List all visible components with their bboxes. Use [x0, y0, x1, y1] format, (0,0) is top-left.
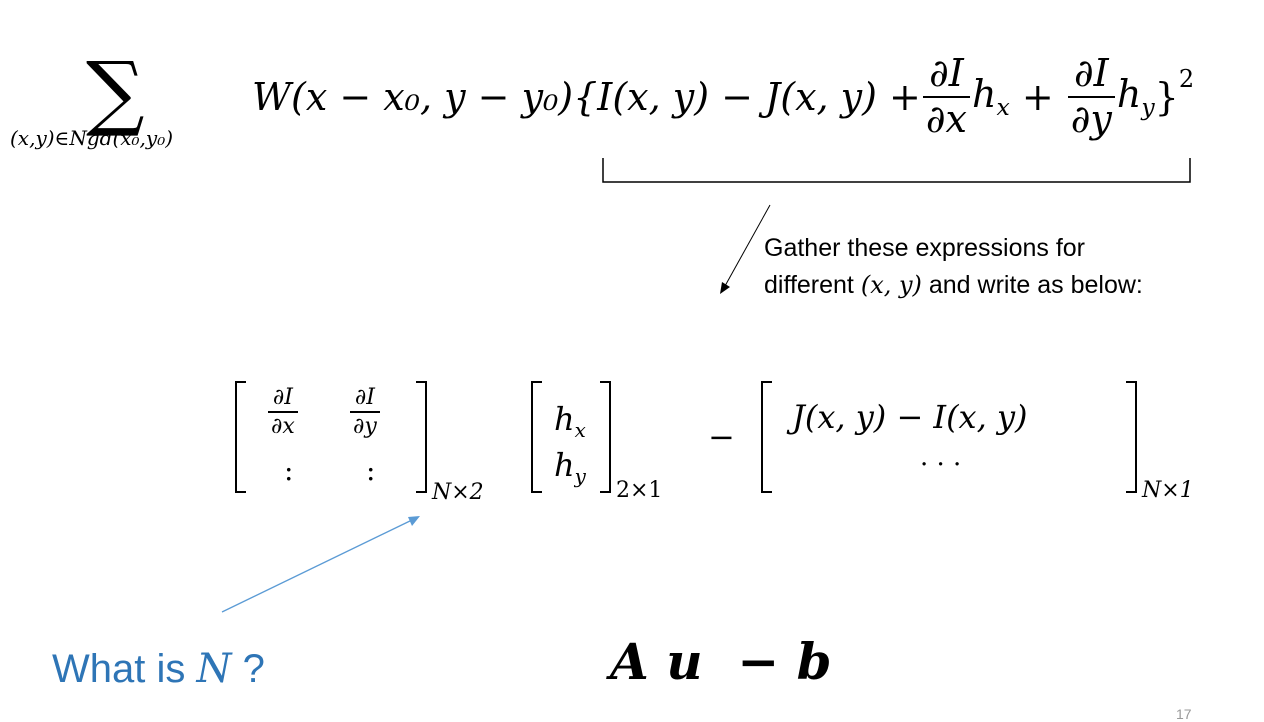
frac-bar: [922, 96, 970, 98]
matrix1-r2c1: :: [284, 454, 294, 487]
hy-term: hy: [1116, 72, 1155, 122]
blue-arrow-head: [408, 516, 420, 526]
closing-brace: }: [1154, 75, 1179, 119]
sum-symbol: ∑: [86, 45, 145, 140]
question-variable: N: [196, 646, 232, 692]
matrix1-r1c1: ∂I ∂x: [268, 386, 298, 438]
question-text: What is N ?: [52, 646, 265, 692]
hx-term: hx: [971, 72, 1010, 122]
matrix3-dimension: N×1: [1142, 478, 1194, 503]
black-arrow-head: [720, 282, 730, 294]
matrix-minus: −: [708, 418, 735, 456]
annotation-math: (x, y): [860, 271, 922, 299]
matrix3-r2: · · ·: [920, 450, 962, 480]
summand-expression: W(x − x₀, y − y₀){I(x, y) − J(x, y) + ∂I…: [252, 42, 1194, 152]
frac-den: ∂x: [925, 97, 967, 141]
sum-index: (x,y)∈Ngd(x₀,y₀): [10, 126, 174, 150]
partial-y-fraction: ∂I ∂y: [1067, 51, 1115, 141]
matrix2-dimension: 2×1: [616, 478, 663, 503]
matrix2-r1: hx: [554, 400, 586, 442]
matrix2-r2: hy: [554, 446, 586, 488]
partial-x-fraction: ∂I ∂x: [922, 51, 970, 141]
black-arrow-line: [724, 204, 771, 287]
blue-arrow-line: [221, 519, 413, 613]
matrix1-r1c2: ∂I ∂y: [350, 386, 380, 438]
frac-num: ∂I: [929, 51, 964, 96]
annotation-line-2: different (x, y) and write as below:: [764, 271, 1143, 299]
matrix3-r1: J(x, y) − I(x, y): [792, 398, 1028, 436]
annotation-text: Gather these expressions for different (…: [764, 230, 1143, 304]
compact-form: A u − b: [610, 632, 832, 691]
underbracket: [602, 158, 1191, 183]
plus-sign: +: [1009, 75, 1066, 119]
page-number: 17: [1176, 706, 1192, 722]
frac-den: ∂y: [1070, 97, 1112, 141]
matrix1-r2c2: :: [366, 454, 376, 487]
frac-bar: [1067, 96, 1115, 98]
annotation-line-1: Gather these expressions for: [764, 234, 1085, 262]
exponent: 2: [1178, 65, 1195, 93]
matrix1-dimension: N×2: [432, 480, 484, 505]
summand-lead: W(x − x₀, y − y₀){I(x, y) − J(x, y) +: [252, 75, 921, 119]
frac-num: ∂I: [1073, 51, 1109, 96]
